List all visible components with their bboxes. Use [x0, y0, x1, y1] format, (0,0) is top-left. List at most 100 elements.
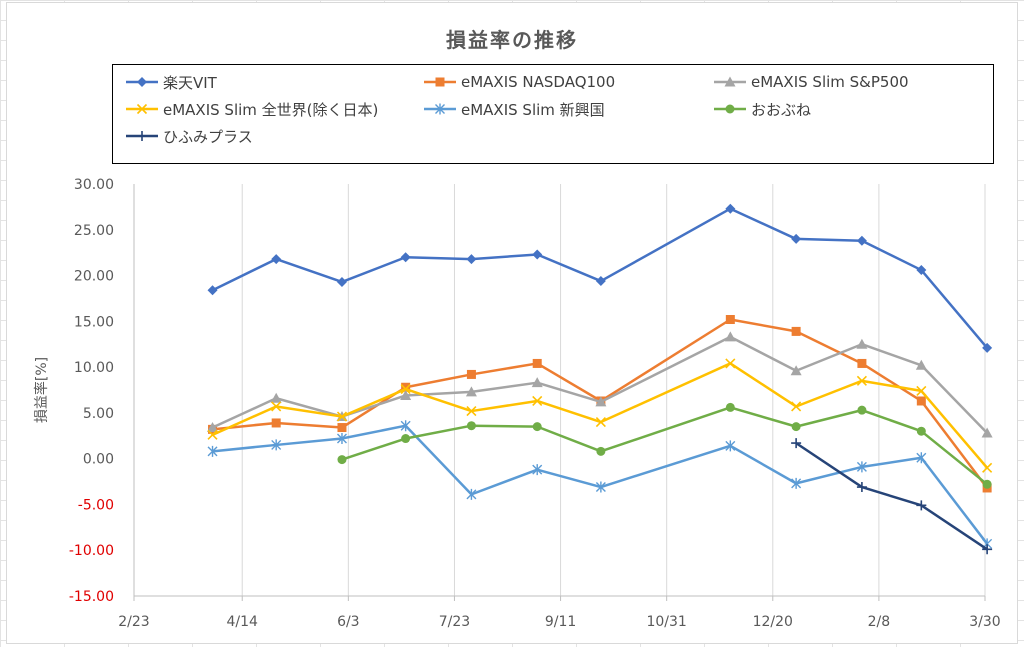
- x-tick-label: 6/3: [337, 614, 360, 630]
- data-point: [435, 103, 445, 115]
- data-point: [532, 395, 543, 407]
- x-tick-label: 2/8: [868, 614, 891, 630]
- data-point: [595, 416, 606, 428]
- legend-item[interactable]: eMAXIS Slim 全世界(除く日本): [125, 98, 378, 120]
- data-point: [595, 481, 606, 493]
- data-point: [982, 479, 992, 489]
- data-point: [724, 76, 736, 87]
- y-tick-label: 5.00: [83, 406, 114, 422]
- data-point: [466, 421, 476, 431]
- data-point: [207, 445, 218, 457]
- data-point: [466, 405, 477, 417]
- data-point: [271, 401, 282, 412]
- data-point: [916, 500, 927, 511]
- data-point: [916, 452, 927, 464]
- data-point: [856, 375, 867, 386]
- legend-item[interactable]: eMAXIS Slim S&P500: [713, 71, 909, 93]
- data-point: [856, 482, 867, 493]
- legend-symbol-icon: [424, 103, 456, 115]
- legend-symbol-icon: [126, 103, 158, 115]
- series-eMAXIS Slim 全世界(除く日本): [207, 358, 993, 473]
- data-point: [532, 249, 543, 260]
- y-tick-label: 20.00: [74, 269, 114, 285]
- x-tick-label: 4/14: [227, 614, 259, 630]
- data-point: [137, 131, 147, 141]
- data-point: [857, 358, 867, 368]
- data-point: [725, 402, 735, 412]
- data-point: [725, 203, 736, 214]
- data-point: [531, 377, 543, 388]
- data-point: [400, 252, 411, 263]
- data-point: [207, 285, 218, 296]
- chart-title: 損益率の推移: [446, 28, 578, 52]
- data-point: [857, 405, 867, 415]
- y-axis-title: 損益率[%]: [33, 357, 50, 423]
- legend-symbol-icon: [714, 104, 746, 114]
- data-point: [982, 544, 993, 555]
- data-point: [790, 365, 802, 376]
- series-line: [212, 318, 989, 489]
- legend-symbol-icon: [714, 76, 746, 87]
- series-line: [212, 424, 989, 545]
- data-point: [271, 254, 282, 265]
- data-point: [532, 464, 543, 476]
- data-point: [400, 420, 411, 432]
- x-tick-label: 10/31: [646, 614, 686, 630]
- data-point: [532, 422, 542, 432]
- data-point: [400, 384, 411, 395]
- y-tick-label: 0.00: [83, 452, 114, 468]
- data-point: [916, 426, 926, 436]
- legend-item[interactable]: 楽天VIT: [125, 71, 217, 93]
- data-point: [916, 385, 927, 396]
- y-tick-label: 10.00: [74, 360, 114, 376]
- data-point: [725, 104, 735, 114]
- data-point: [916, 396, 926, 406]
- data-point: [336, 276, 347, 287]
- legend-item[interactable]: おおぶね: [713, 98, 811, 120]
- data-point: [207, 422, 219, 433]
- data-point: [982, 462, 993, 473]
- data-point: [596, 446, 606, 456]
- data-point: [401, 434, 411, 444]
- legend-item[interactable]: ひふみプラス: [125, 125, 253, 147]
- data-point: [915, 359, 927, 370]
- data-point: [466, 254, 477, 265]
- data-point: [271, 418, 281, 428]
- data-point: [725, 440, 736, 452]
- legend-symbol-icon: [126, 77, 158, 87]
- data-point: [791, 401, 802, 412]
- data-point: [465, 386, 477, 397]
- legend-label: eMAXIS NASDAQ100: [461, 73, 616, 91]
- series-line: [212, 362, 989, 469]
- data-point: [400, 389, 412, 400]
- legend-item[interactable]: eMAXIS Slim 新興国: [423, 98, 605, 120]
- data-point: [725, 315, 735, 325]
- data-point: [336, 411, 348, 422]
- series-line: [795, 442, 988, 551]
- y-tick-label: 25.00: [74, 223, 114, 239]
- data-point: [337, 455, 347, 465]
- series-line: [211, 207, 989, 349]
- legend-label: eMAXIS Slim 全世界(除く日本): [163, 100, 379, 119]
- y-tick-label: -5.00: [78, 497, 114, 513]
- data-point: [271, 439, 282, 451]
- x-tick-label: 12/20: [753, 614, 793, 630]
- data-point: [336, 433, 347, 445]
- legend-item[interactable]: eMAXIS NASDAQ100: [423, 71, 615, 93]
- legend-label: 楽天VIT: [163, 73, 217, 92]
- chart-legend[interactable]: 楽天VIT eMAXIS NASDAQ100 eMAXIS Slim S&P500 e…: [112, 64, 994, 164]
- legend-symbol-icon: [424, 77, 456, 87]
- data-point: [982, 342, 993, 353]
- data-point: [791, 326, 801, 336]
- data-point: [856, 235, 867, 246]
- y-tick-label: 15.00: [74, 314, 114, 330]
- series-line: [211, 335, 989, 434]
- x-tick-label: 3/30: [969, 614, 1000, 630]
- data-point: [595, 396, 607, 407]
- data-point: [137, 77, 147, 87]
- data-point: [270, 392, 282, 403]
- series-eMAXIS Slim 新興国: [207, 420, 993, 550]
- data-point: [401, 382, 411, 392]
- data-point: [791, 477, 802, 489]
